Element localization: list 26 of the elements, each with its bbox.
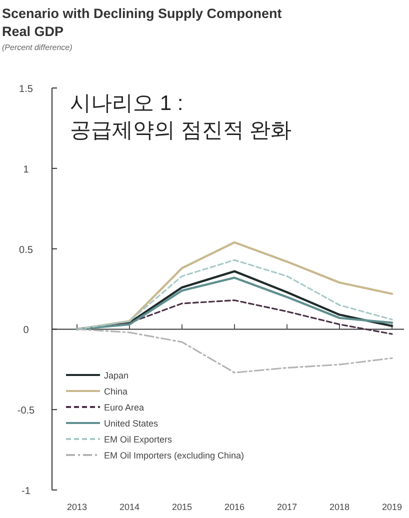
line-series (76, 259, 393, 330)
x-tick-label: 2019 (382, 502, 402, 512)
chart-subtitle: Real GDP (2, 24, 64, 39)
y-tick-label: -0.5 (17, 406, 36, 417)
y-tick-label: -1 (22, 486, 31, 497)
chart-title: Scenario with Declining Supply Component (2, 6, 282, 21)
line-series (76, 328, 393, 374)
legend-label: United States (104, 418, 159, 428)
legend-label: EM Oil Importers (excluding China) (104, 450, 244, 460)
line-series (76, 241, 394, 330)
legend-label: China (104, 386, 128, 396)
x-tick-label: 2016 (224, 502, 245, 512)
y-tick-label: 0.5 (19, 244, 34, 256)
x-tick-label: 2014 (119, 502, 140, 512)
legend-label: Euro Area (104, 402, 144, 412)
legend-label: EM Oil Exporters (104, 434, 173, 444)
x-tick-label: 2013 (66, 502, 88, 512)
y-tick-label: 0 (23, 325, 30, 336)
x-tick-label: 2015 (172, 502, 192, 512)
x-tick-label: 2017 (276, 502, 298, 512)
y-tick-label: 1 (23, 164, 30, 176)
annotation: 시나리오 1 : 공급제약의 점진적 완화 (70, 92, 292, 142)
y-axis-title: (Percent difference) (2, 43, 73, 52)
legend-label: Japan (104, 370, 129, 380)
x-tick-label: 2018 (329, 502, 350, 512)
y-tick-label: 1.5 (19, 84, 34, 95)
